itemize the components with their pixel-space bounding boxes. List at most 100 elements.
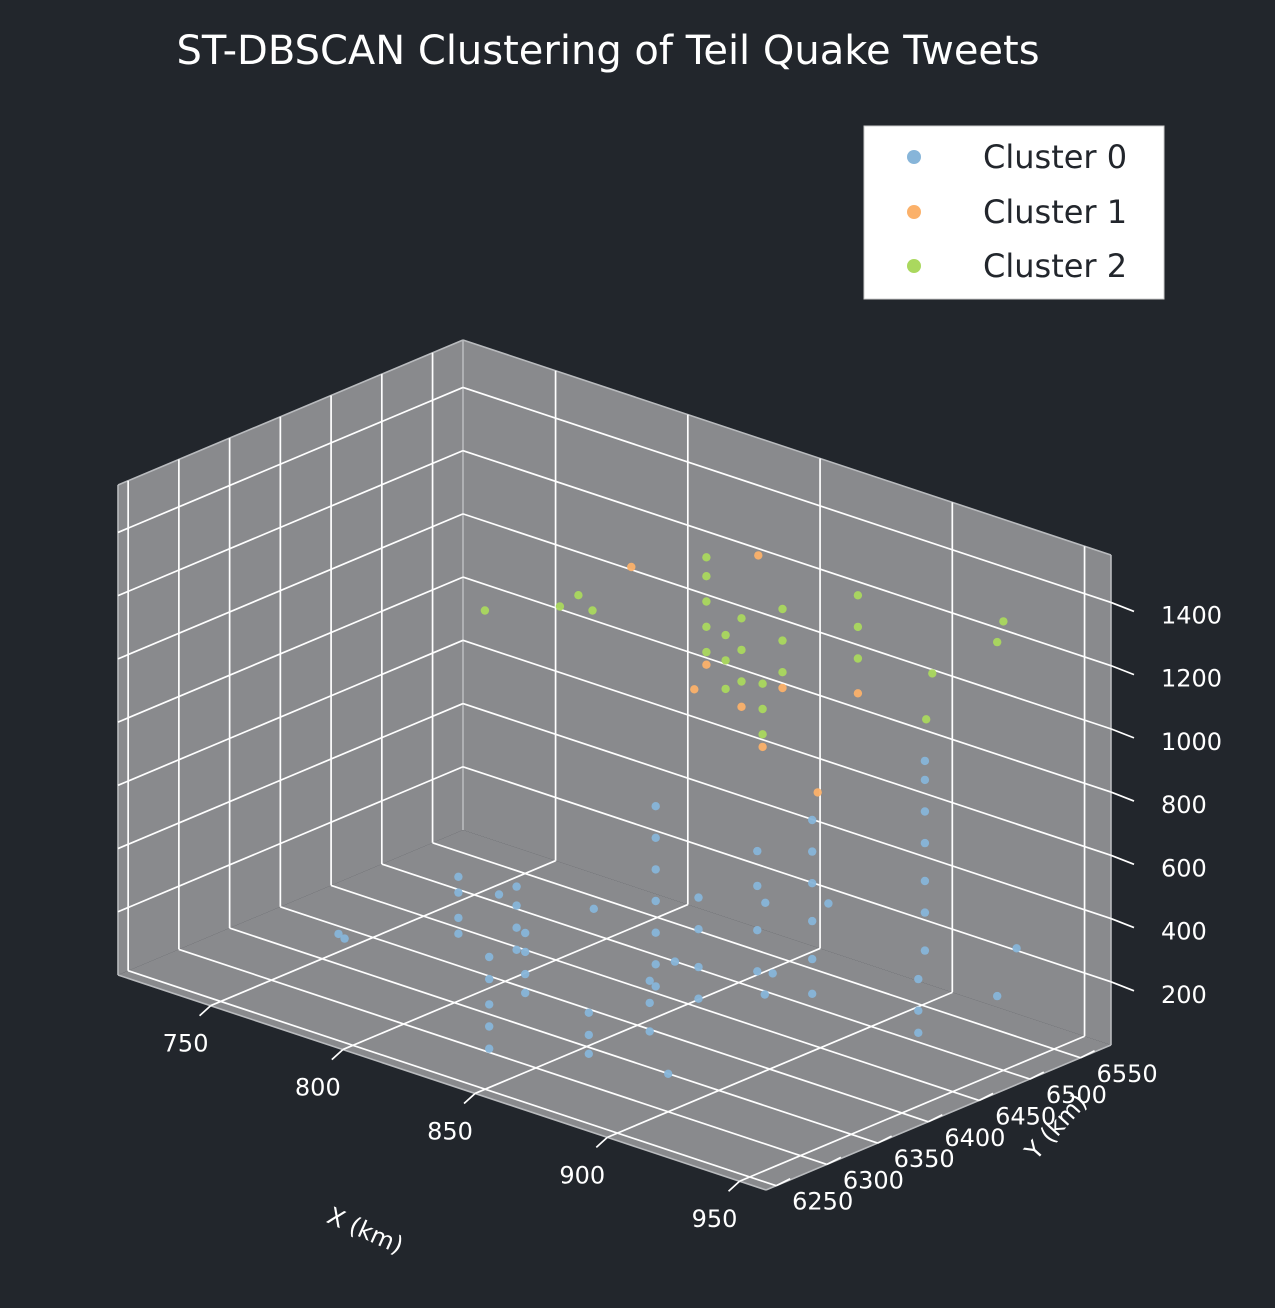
data-point-cluster-1 (754, 551, 763, 560)
data-point-cluster-1 (758, 742, 767, 752)
y-tick-label: 6400 (944, 1124, 1005, 1152)
z-tick-label: 400 (1161, 918, 1207, 946)
data-point-cluster-2 (758, 679, 767, 688)
grid-line (342, 903, 689, 1051)
data-point-cluster-0 (651, 928, 660, 937)
data-point-cluster-2 (555, 602, 565, 611)
data-point-cluster-0 (512, 923, 521, 932)
data-point-cluster-0 (494, 890, 504, 899)
data-point-cluster-1 (690, 685, 699, 694)
data-point-cluster-2 (758, 704, 767, 714)
data-point-cluster-0 (920, 908, 930, 917)
data-point-cluster-0 (993, 991, 1002, 1001)
x-tick (595, 1136, 608, 1148)
grid-line (474, 947, 821, 1095)
data-point-cluster-0 (651, 960, 660, 969)
data-point-cluster-1 (627, 562, 636, 572)
grid-line (606, 991, 953, 1139)
legend-marker-2 (907, 259, 921, 273)
y-tick-label: 6500 (1046, 1081, 1107, 1109)
z-tick-label: 1400 (1161, 601, 1222, 629)
data-point-cluster-0 (914, 974, 923, 984)
data-point-cluster-0 (521, 988, 530, 998)
left-pane (118, 340, 463, 975)
data-point-cluster-2 (702, 572, 711, 581)
data-point-cluster-1 (853, 689, 863, 698)
chart-title: ST-DBSCAN Clustering of Teil Quake Tweet… (176, 28, 1039, 74)
data-point-cluster-0 (485, 1044, 494, 1053)
data-point-cluster-0 (694, 893, 703, 902)
grid-line (330, 884, 980, 1102)
pane-edge (117, 974, 767, 1191)
legend-label-0: Cluster 0 (983, 138, 1127, 176)
z-tick (1110, 854, 1135, 866)
y-tick (877, 1135, 892, 1144)
data-point-cluster-0 (340, 934, 349, 943)
data-point-cluster-0 (645, 998, 654, 1008)
x-tick (331, 1048, 344, 1061)
data-point-cluster-0 (589, 904, 598, 913)
axis-panes (117, 339, 1112, 1191)
data-point-cluster-0 (920, 838, 930, 848)
data-point-cluster-0 (512, 882, 521, 891)
data-point-cluster-2 (922, 715, 931, 724)
data-point-cluster-0 (521, 947, 530, 957)
data-point-cluster-0 (920, 807, 930, 816)
data-point-cluster-0 (521, 928, 530, 938)
z-tick-label: 1000 (1161, 728, 1222, 756)
data-point-cluster-0 (920, 876, 930, 886)
z-tick-label: 600 (1161, 854, 1207, 882)
data-point-cluster-0 (920, 946, 930, 955)
grid-line (381, 863, 1031, 1080)
grid-line (462, 702, 1112, 920)
z-tick (1110, 917, 1135, 929)
data-point-cluster-0 (512, 901, 521, 910)
data-point-cluster-2 (721, 684, 730, 694)
x-tick (198, 1005, 212, 1017)
data-point-cluster-0 (651, 896, 660, 906)
data-point-cluster-2 (778, 668, 787, 677)
data-point-cluster-0 (914, 1028, 923, 1038)
legend-marker-1 (907, 205, 921, 219)
data-point-cluster-0 (645, 1027, 654, 1036)
grid-line (178, 948, 828, 1166)
pane-edge (117, 339, 464, 486)
data-point-cluster-0 (485, 1022, 494, 1031)
data-point-cluster-0 (808, 954, 817, 964)
data-point-cluster-0 (753, 846, 762, 856)
grid-line (462, 639, 1112, 857)
back-pane (463, 340, 1111, 1045)
y-tick-label: 6350 (894, 1145, 955, 1173)
grid-line (117, 513, 464, 660)
data-point-cluster-0 (753, 926, 762, 935)
data-point-cluster-2 (702, 553, 711, 562)
data-point-cluster-0 (920, 775, 930, 785)
x-tick (463, 1092, 476, 1105)
y-tick (826, 1156, 842, 1166)
data-point-cluster-2 (928, 669, 937, 678)
data-point-cluster-0 (651, 982, 660, 991)
grid-line (462, 386, 1112, 604)
y-tick (1029, 1071, 1045, 1080)
data-point-cluster-0 (694, 994, 703, 1003)
data-point-cluster-2 (853, 591, 863, 600)
data-point-cluster-2 (574, 591, 583, 600)
data-point-cluster-0 (808, 847, 817, 856)
grid-line (280, 905, 929, 1123)
data-point-cluster-0 (753, 967, 762, 976)
axis-ticks: 7508008509009506250630063506400645065006… (163, 601, 1222, 1233)
data-point-cluster-1 (737, 702, 746, 711)
z-tick (1110, 980, 1135, 992)
legend: Cluster 0 Cluster 1 Cluster 2 (863, 125, 1165, 300)
z-tick (1110, 728, 1135, 739)
data-point-cluster-0 (485, 1000, 494, 1009)
data-point-cluster-0 (454, 913, 463, 923)
data-point-cluster-2 (588, 606, 597, 615)
grid-line (117, 639, 464, 787)
data-point-cluster-1 (778, 683, 787, 693)
data-point-cluster-0 (1012, 944, 1021, 953)
data-point-cluster-0 (454, 888, 463, 897)
z-tick (1110, 601, 1135, 613)
z-tick (1110, 791, 1135, 802)
data-point-cluster-2 (853, 622, 863, 632)
